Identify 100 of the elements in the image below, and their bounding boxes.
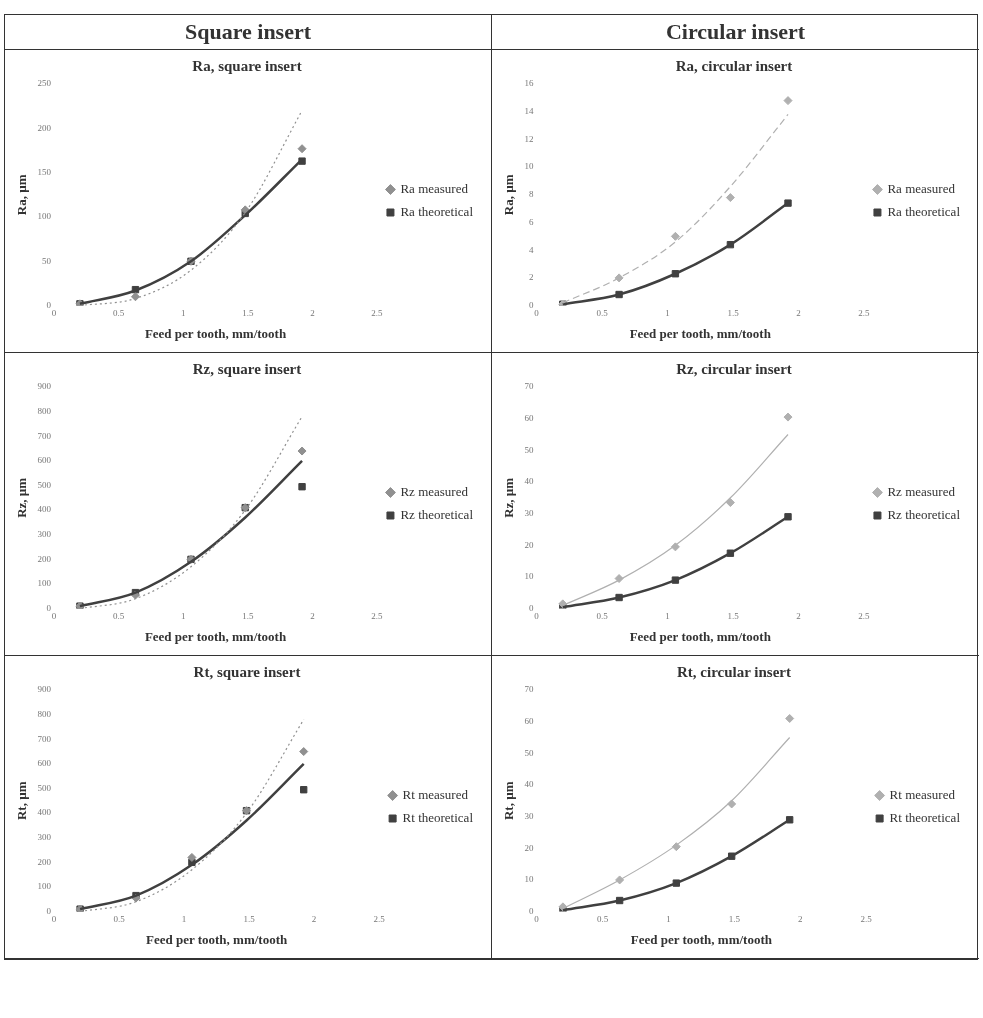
x-axis-title: Feed per tooth, mm/tooth: [629, 325, 772, 341]
legend-label: Rt theoretical: [889, 809, 961, 825]
x-tick-label: 2.5: [860, 914, 873, 925]
legend-label: Ra theoretical: [400, 203, 474, 219]
legend-label: Ra measured: [887, 180, 956, 196]
y-tick-label: 300: [37, 529, 52, 540]
y-tick-label: 50: [42, 255, 52, 266]
legend-label: Rt measured: [889, 786, 956, 802]
x-tick-label: 2.5: [373, 914, 386, 925]
y-tick-label: 300: [37, 832, 52, 843]
x-tick-label: 1.5: [242, 308, 254, 319]
y-tick-label: 0: [529, 602, 535, 613]
x-axis-title: Feed per tooth, mm/tooth: [630, 931, 773, 947]
y-tick-label: 12: [524, 133, 534, 144]
y-tick-label: 40: [524, 779, 535, 790]
x-tick-label: 2.5: [858, 308, 871, 319]
y-tick-label: 0: [46, 905, 52, 916]
y-tick-label: 200: [37, 856, 52, 867]
y-tick-label: 150: [37, 167, 52, 177]
y-tick-label: 600: [37, 758, 52, 769]
x-tick-label: 2: [797, 914, 803, 925]
legend-label: Ra measured: [400, 180, 469, 196]
x-tick-label: 0.5: [596, 308, 609, 319]
x-tick-label: 2: [311, 914, 317, 925]
y-tick-label: 16: [524, 78, 535, 89]
y-tick-label: 70: [524, 381, 535, 392]
legend-label: Rz measured: [887, 483, 956, 499]
x-tick-label: 1: [180, 611, 186, 622]
x-tick-label: 2: [310, 308, 315, 319]
x-tick-label: 2.5: [371, 308, 384, 319]
x-tick-label: 2: [310, 611, 315, 622]
y-tick-label: 0: [529, 299, 535, 310]
y-tick-label: 20: [524, 842, 535, 853]
x-tick-label: 2: [796, 611, 801, 622]
y-tick-label: 800: [37, 405, 52, 416]
legend-label: Rz theoretical: [887, 506, 961, 522]
y-tick-label: 0: [529, 905, 535, 916]
y-tick-label: 8: [529, 189, 535, 200]
x-tick-label: 1.5: [727, 611, 740, 622]
chart-title: Rz, square insert: [192, 360, 302, 377]
chart-title: Rt, square insert: [193, 663, 301, 680]
y-tick-label: 250: [37, 78, 52, 89]
x-axis-title: Feed per tooth, mm/tooth: [629, 628, 772, 644]
y-tick-label: 14: [524, 106, 535, 117]
y-tick-label: 700: [37, 430, 52, 441]
y-axis-title: Ra, µm: [501, 174, 517, 216]
x-tick-label: 1.5: [242, 611, 254, 622]
x-tick-label: 2: [796, 308, 801, 319]
legend-label: Ra theoretical: [887, 203, 961, 219]
y-tick-label: 700: [37, 733, 52, 744]
y-tick-label: 30: [524, 507, 535, 518]
y-tick-label: 30: [524, 810, 535, 821]
x-tick-label: 1: [666, 914, 671, 925]
legend-label: Rt theoretical: [402, 809, 474, 825]
x-tick-label: 2.5: [371, 611, 384, 622]
y-tick-label: 100: [37, 211, 52, 222]
x-axis-title: Feed per tooth, mm/tooth: [144, 628, 287, 644]
y-tick-label: 100: [37, 578, 52, 589]
legend-label: Rz theoretical: [400, 506, 474, 522]
y-tick-label: 200: [37, 122, 52, 133]
y-tick-label: 200: [37, 553, 52, 564]
x-tick-label: 1.5: [243, 914, 256, 925]
y-tick-label: 70: [524, 684, 535, 695]
y-tick-label: 400: [37, 504, 52, 515]
y-tick-label: 4: [529, 244, 535, 255]
y-tick-label: 0: [46, 602, 52, 613]
y-tick-label: 20: [524, 539, 535, 550]
y-tick-label: 800: [37, 708, 52, 719]
y-tick-label: 900: [37, 381, 52, 392]
y-tick-label: 60: [524, 716, 535, 727]
x-tick-label: 1: [665, 308, 670, 319]
x-axis-title: Feed per tooth, mm/tooth: [144, 325, 287, 341]
y-tick-label: 500: [37, 479, 52, 490]
y-tick-label: 50: [524, 747, 535, 758]
y-axis-title: Ra, µm: [14, 174, 30, 216]
x-tick-label: 0.5: [113, 308, 125, 319]
x-tick-label: 1.5: [728, 914, 741, 925]
legend-label: Rz measured: [400, 483, 469, 499]
y-tick-label: 10: [524, 161, 535, 172]
x-tick-label: 1.5: [727, 308, 740, 319]
chart-title: Rt, circular insert: [676, 663, 792, 680]
y-tick-label: 400: [37, 807, 52, 818]
x-tick-label: 1: [665, 611, 670, 622]
x-tick-label: 2.5: [858, 611, 871, 622]
y-tick-label: 0: [46, 299, 52, 310]
y-axis-title: Rt, µm: [501, 781, 517, 821]
y-tick-label: 10: [524, 571, 535, 582]
x-tick-label: 1: [180, 308, 186, 319]
y-tick-label: 40: [524, 476, 535, 487]
x-tick-label: 0.5: [596, 611, 609, 622]
y-tick-label: 600: [37, 455, 52, 466]
chart-title: Rz, circular insert: [676, 360, 792, 377]
x-tick-label: 0.5: [596, 914, 609, 925]
y-axis-title: Rz, µm: [14, 477, 30, 518]
text: Square insert: [5, 15, 491, 50]
x-axis-title: Feed per tooth, mm/tooth: [145, 931, 289, 947]
x-tick-label: 0.5: [113, 611, 125, 622]
y-tick-label: 500: [37, 782, 52, 793]
x-tick-label: 0.5: [113, 914, 126, 925]
chart-title: Ra, square insert: [192, 57, 302, 74]
